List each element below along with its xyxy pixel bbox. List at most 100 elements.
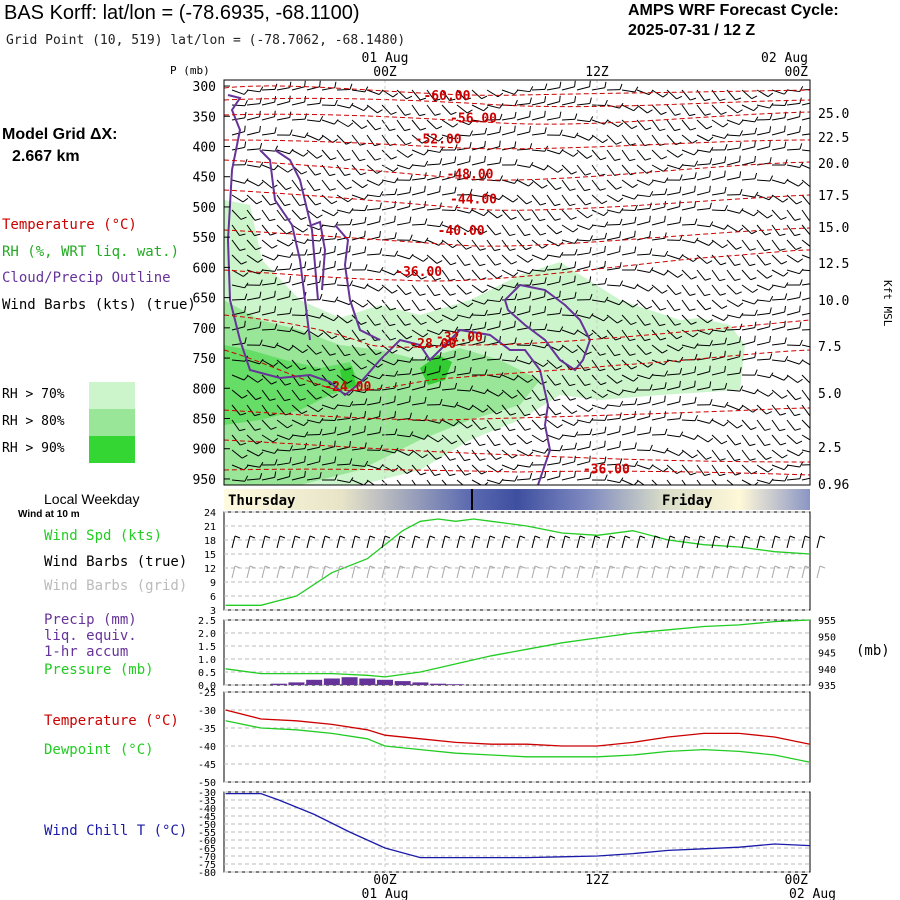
- wind-barb: [756, 419, 771, 431]
- wind-barb: [441, 365, 456, 376]
- wind-barb: [501, 404, 517, 416]
- wind-barb: [651, 215, 666, 226]
- wind-barb: [621, 230, 636, 241]
- wind-barb: [546, 404, 562, 416]
- wind-barb: [576, 455, 591, 466]
- wind-barb: [531, 239, 548, 249]
- wind-barb-true: [621, 535, 631, 549]
- top-time-label: 00Z: [785, 65, 809, 80]
- wind-barb: [666, 89, 683, 100]
- wind-barb: [817, 96, 830, 105]
- wind-barb: [516, 162, 534, 168]
- wind-barb: [666, 479, 672, 485]
- wind-barb: [396, 284, 412, 296]
- temp-contour: [224, 159, 810, 181]
- wind-barb: [306, 164, 321, 176]
- wind-barb: [321, 314, 339, 322]
- cloud-outline: [226, 94, 592, 485]
- wind-barb: [636, 248, 653, 256]
- pressure-line: [225, 619, 811, 678]
- wind-barb: [576, 472, 592, 481]
- wind-barb: [351, 149, 366, 162]
- wind-barb: [486, 113, 503, 121]
- wind-barb: [411, 380, 426, 391]
- wind-barb: [651, 370, 669, 377]
- wind-barb: [546, 194, 561, 207]
- wind-barb: [681, 415, 698, 422]
- wind-barb: [456, 464, 472, 476]
- wind-barb: [591, 245, 606, 256]
- forecast-cycle-value: 2025-07-31 / 12 Z: [628, 22, 756, 39]
- wind-barb: [396, 356, 414, 363]
- wind-spd-label: Wind Spd (kts): [44, 528, 163, 544]
- wind-barb: [231, 239, 246, 251]
- wind-barb: [246, 461, 264, 468]
- wind-barb-grid: [546, 565, 556, 579]
- rh-shading: [224, 200, 745, 485]
- rh-70-label: RH > 70%: [2, 387, 65, 402]
- wind-barb: [817, 375, 831, 385]
- wind-barb: [366, 248, 383, 256]
- wind-barb: [351, 86, 369, 93]
- wind-barb: [351, 204, 368, 212]
- wind-barb: [651, 395, 666, 406]
- wind-barb: [801, 179, 810, 188]
- wind-barb: [501, 374, 519, 381]
- wind-barb: [426, 464, 441, 477]
- wind-barb: [516, 419, 531, 431]
- wind-barb: [531, 471, 547, 481]
- rh-80-region: [224, 300, 540, 485]
- wind-barb: [321, 414, 338, 421]
- wind-barb: [621, 374, 639, 382]
- wind-barb: [351, 344, 366, 356]
- wind-barb: [456, 284, 472, 295]
- wind-barb: [576, 179, 591, 192]
- wind-barb: [726, 299, 744, 307]
- wind-barb: [306, 179, 321, 192]
- wind-barb: [741, 172, 758, 181]
- wind-barb: [606, 299, 624, 306]
- pressure-tick-label: 850: [193, 413, 216, 428]
- wind-barb: [621, 479, 639, 485]
- wind-barb: [801, 374, 810, 384]
- wind-barb: [561, 209, 577, 220]
- wind-barb: [366, 119, 382, 131]
- pressure-tick-label: 400: [193, 140, 216, 155]
- wind-barb: [546, 239, 564, 247]
- wind-barb: [246, 279, 263, 286]
- wind-barb: [786, 162, 804, 168]
- precip-bar: [430, 683, 447, 685]
- wind-barb: [486, 449, 502, 461]
- wind-barb: [231, 449, 248, 459]
- wind-barb: [501, 178, 519, 184]
- wind-barb: [336, 374, 353, 384]
- wind-barb: [546, 148, 564, 155]
- wind-barb: [366, 215, 381, 226]
- wind-barb-true: [711, 535, 721, 549]
- wind-barb: [381, 269, 399, 276]
- wind-barb: [486, 389, 504, 397]
- wind-barb: [351, 359, 367, 370]
- wind-barb-true: [801, 535, 811, 549]
- wind-barb: [441, 326, 459, 333]
- wind-barb: [291, 455, 306, 466]
- wind-barb: [651, 188, 668, 196]
- cloud-outline-patch: [503, 283, 592, 372]
- wind-barb: [621, 329, 636, 342]
- wind-barb: [561, 113, 578, 121]
- wind-barb: [711, 314, 729, 321]
- wind-barb: [336, 83, 353, 91]
- wind-barb: [726, 284, 742, 295]
- wind-barb: [817, 420, 833, 428]
- wind-barb-grid: [606, 565, 616, 579]
- panel-tick-label: -65: [198, 844, 216, 855]
- wind-barb: [741, 224, 758, 235]
- wind-barb: [291, 419, 309, 427]
- wind-barb: [696, 329, 714, 335]
- wind-barb-grid: [801, 565, 811, 579]
- precip-bar: [359, 678, 376, 685]
- wind-barb: [726, 155, 741, 166]
- temperature-contour-label: -40.00: [438, 224, 485, 239]
- wind-barb: [786, 239, 802, 251]
- wind-barb: [756, 449, 772, 460]
